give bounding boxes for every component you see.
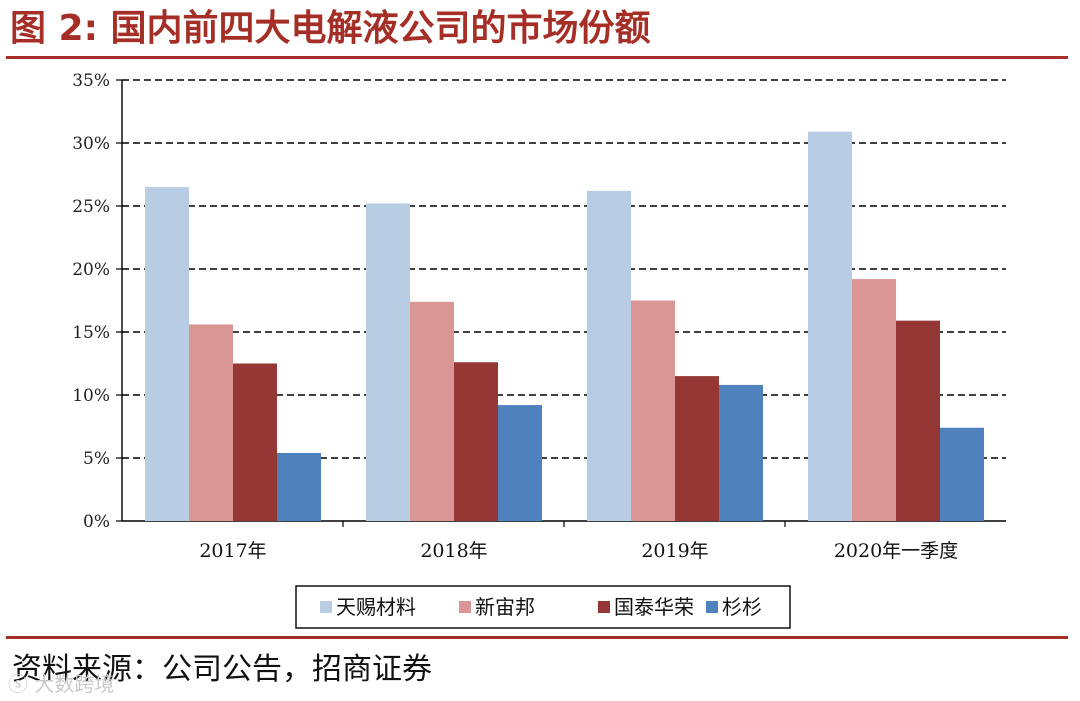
y-tick-label: 10%	[72, 386, 110, 406]
figure-title: 图 2: 国内前四大电解液公司的市场份额	[10, 8, 651, 49]
legend-swatch	[320, 601, 332, 613]
bar	[189, 324, 233, 521]
y-tick-label: 30%	[72, 134, 110, 154]
bar	[675, 376, 719, 521]
legend-swatch	[598, 601, 610, 613]
legend-swatch	[459, 601, 471, 613]
bar	[410, 301, 454, 521]
top-rule	[6, 56, 1068, 59]
y-tick-label: 35%	[72, 71, 110, 91]
watermark: ⓢ 大数跨境	[8, 672, 115, 696]
y-tick-label: 0%	[83, 512, 110, 532]
y-tick-label: 15%	[72, 323, 110, 343]
y-tick-label: 5%	[83, 449, 110, 469]
bar	[852, 279, 896, 521]
bar	[808, 131, 852, 521]
bar-chart: 0% 5% 10% 15% 20% 25% 30% 35% 2017年 2018年 2019年 202…	[72, 71, 1006, 629]
x-tick-label: 2018年	[420, 540, 487, 562]
source-note: 资料来源：公司公告，招商证券	[12, 652, 432, 687]
legend-label: 天赐材料	[336, 595, 416, 619]
y-tick-label: 20%	[72, 260, 110, 280]
bottom-rule	[6, 636, 1068, 639]
bar	[454, 362, 498, 521]
bar	[896, 320, 940, 521]
bar	[587, 190, 631, 521]
bar	[277, 452, 321, 521]
bar	[631, 300, 675, 521]
legend-swatch	[706, 601, 718, 613]
x-tick-label: 2020年一季度	[834, 540, 958, 562]
legend-label: 新宙邦	[475, 595, 535, 619]
bar	[145, 187, 189, 521]
bar	[498, 405, 542, 521]
bar	[719, 384, 763, 521]
bar	[366, 203, 410, 522]
bar	[940, 427, 984, 521]
x-tick-label: 2019年	[641, 540, 708, 562]
y-tick-label: 25%	[72, 197, 110, 217]
legend-label: 杉杉	[722, 595, 762, 619]
bar	[233, 363, 277, 521]
legend-label: 国泰华荣	[614, 595, 694, 619]
x-tick-label: 2017年	[199, 540, 266, 562]
